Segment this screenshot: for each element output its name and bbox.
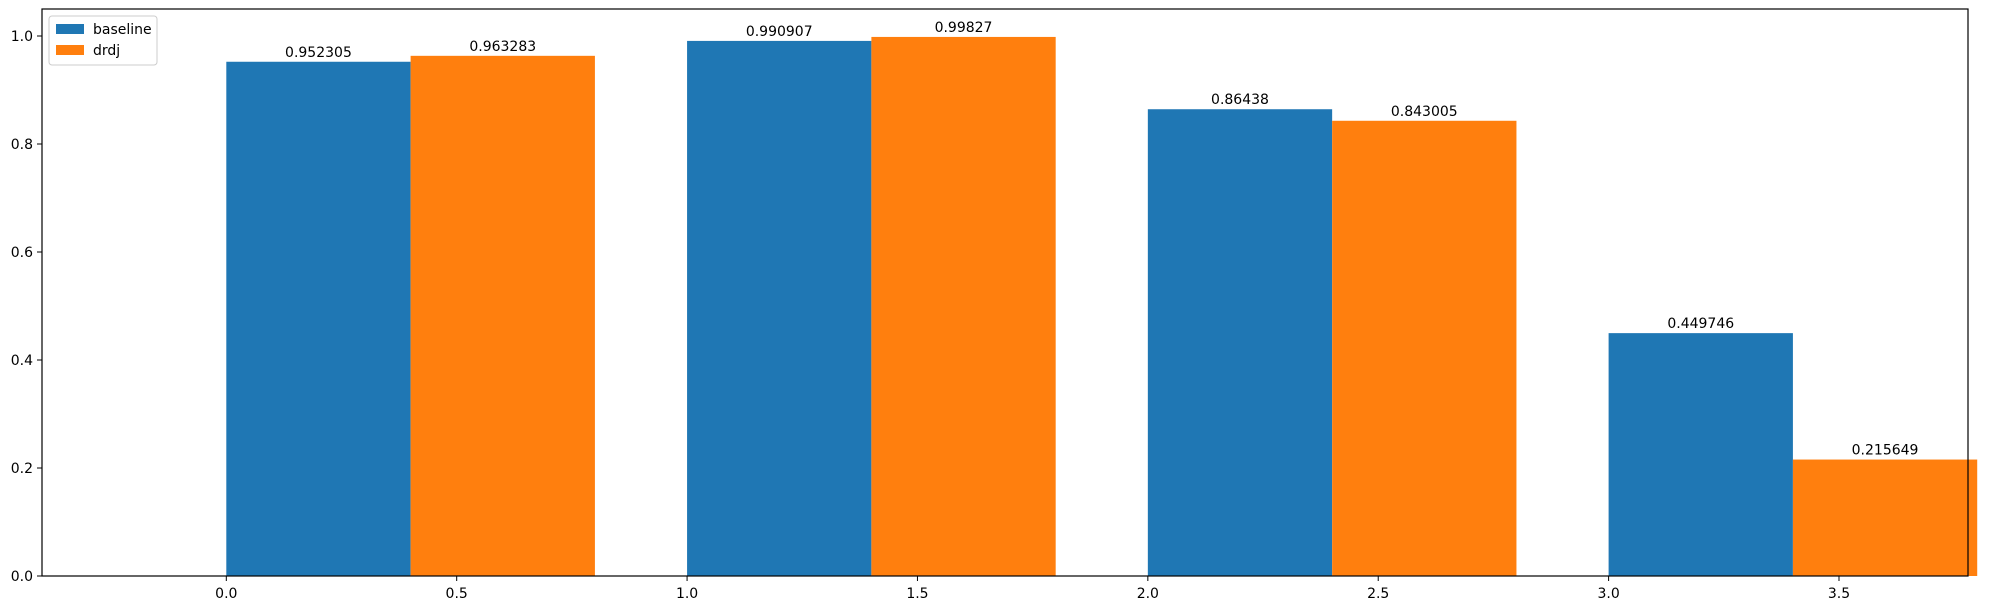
x-tick-label: 0.0 bbox=[215, 586, 237, 602]
value-label-drdj-0: 0.963283 bbox=[469, 39, 536, 55]
value-label-drdj-2: 0.843005 bbox=[1391, 104, 1458, 120]
y-axis: 0.0 0.2 0.4 0.6 0.8 1.0 bbox=[11, 29, 42, 585]
y-tick-label: 0.2 bbox=[11, 461, 33, 477]
x-tick-label: 1.5 bbox=[906, 586, 928, 602]
x-tick-label: 2.0 bbox=[1137, 586, 1159, 602]
value-label-drdj-3: 0.215649 bbox=[1852, 443, 1919, 459]
bar-baseline-3 bbox=[1608, 333, 1793, 576]
value-labels-layer: 0.952305 0.990907 0.86438 0.449746 0.963283 0… bbox=[285, 20, 1918, 459]
value-label-drdj-1: 0.99827 bbox=[935, 20, 993, 36]
bar-drdj-2 bbox=[1332, 120, 1517, 577]
bar-baseline-0 bbox=[226, 61, 411, 576]
value-label-baseline-1: 0.990907 bbox=[746, 24, 813, 40]
bar-baseline-2 bbox=[1147, 109, 1333, 576]
bar-drdj-3 bbox=[1792, 459, 1978, 576]
x-tick-label: 1.0 bbox=[676, 586, 698, 602]
value-label-baseline-2: 0.86438 bbox=[1211, 92, 1269, 108]
y-tick-label: 0.4 bbox=[11, 353, 33, 369]
bar-baseline-1 bbox=[687, 40, 872, 577]
plot-area-frame bbox=[41, 8, 1969, 577]
x-tick-label: 3.0 bbox=[1597, 586, 1619, 602]
bars-layer bbox=[226, 36, 1978, 577]
legend-swatch-baseline bbox=[56, 24, 84, 34]
y-tick-label: 1.0 bbox=[11, 29, 33, 45]
x-tick-label: 2.5 bbox=[1367, 586, 1389, 602]
legend-label-drdj: drdj bbox=[93, 43, 120, 59]
x-tick-label: 3.5 bbox=[1828, 586, 1850, 602]
legend: baseline drdj bbox=[48, 15, 158, 66]
x-tick-label: 0.5 bbox=[446, 586, 468, 602]
y-tick-label: 0.6 bbox=[11, 245, 33, 261]
value-label-baseline-3: 0.449746 bbox=[1667, 316, 1734, 332]
x-axis: 0.0 0.5 1.0 1.5 2.0 2.5 3.0 3.5 bbox=[215, 576, 1850, 602]
bar-drdj-1 bbox=[871, 36, 1056, 576]
y-tick-label: 0.0 bbox=[11, 569, 33, 585]
legend-swatch-drdj bbox=[56, 45, 84, 55]
value-label-baseline-0: 0.952305 bbox=[285, 45, 352, 61]
legend-label-baseline: baseline bbox=[93, 22, 152, 38]
y-tick-label: 0.8 bbox=[11, 137, 33, 153]
bar-drdj-0 bbox=[410, 55, 595, 577]
